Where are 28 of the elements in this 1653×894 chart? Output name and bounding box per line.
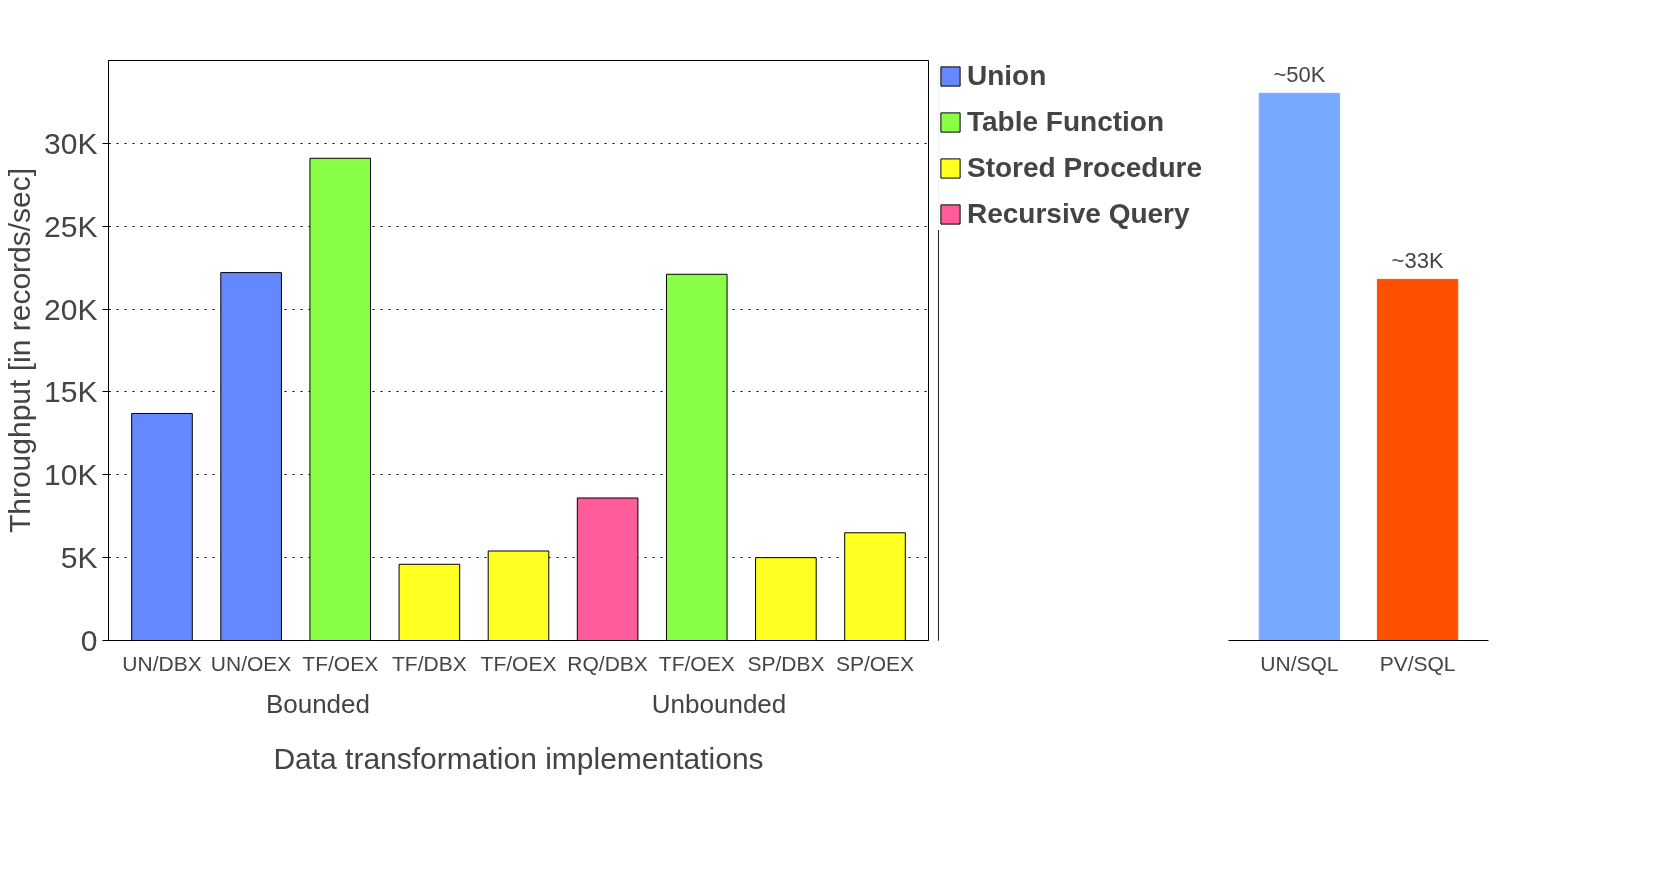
x-tick-label: TF/OEX bbox=[302, 651, 379, 675]
y-tick-label: 5K bbox=[60, 541, 98, 575]
legend-label: Stored Procedure bbox=[967, 152, 1202, 184]
y-tick-label: 20K bbox=[44, 292, 98, 326]
legend-label: Recursive Query bbox=[967, 198, 1190, 230]
legend-label: Union bbox=[967, 60, 1047, 92]
x-tick-label: TF/OEX bbox=[658, 651, 735, 675]
y-tick-label: 25K bbox=[44, 209, 98, 243]
text: Unbounded bbox=[651, 688, 787, 719]
x-tick-label: PV/SQL bbox=[1379, 651, 1456, 675]
y-tick-label: 0 bbox=[80, 624, 98, 657]
y-tick-label: 15K bbox=[44, 375, 98, 409]
x-tick-label: SP/DBX bbox=[747, 651, 825, 675]
y-tick-label: 10K bbox=[44, 458, 98, 492]
x-tick-label: UN/SQL bbox=[1260, 651, 1339, 675]
y-tick-label: 30K bbox=[44, 126, 98, 160]
legend-label: Table Function bbox=[967, 106, 1165, 138]
y-axis-title: Throughput [in records/sec] bbox=[3, 167, 37, 534]
data-label: ~50K bbox=[1273, 62, 1326, 88]
x-axis-title: Data transformation implementations bbox=[273, 741, 764, 775]
data-label: ~33K bbox=[1391, 248, 1444, 274]
x-tick-label: UN/DBX bbox=[122, 651, 202, 675]
x-tick-label: RQ/DBX bbox=[567, 651, 648, 675]
x-tick-label: SP/OEX bbox=[835, 651, 915, 675]
text: Bounded bbox=[265, 688, 371, 719]
x-tick-label: UN/OEX bbox=[210, 651, 292, 675]
x-tick-label: TF/OEX bbox=[480, 651, 557, 675]
x-tick-label: TF/DBX bbox=[392, 651, 467, 675]
